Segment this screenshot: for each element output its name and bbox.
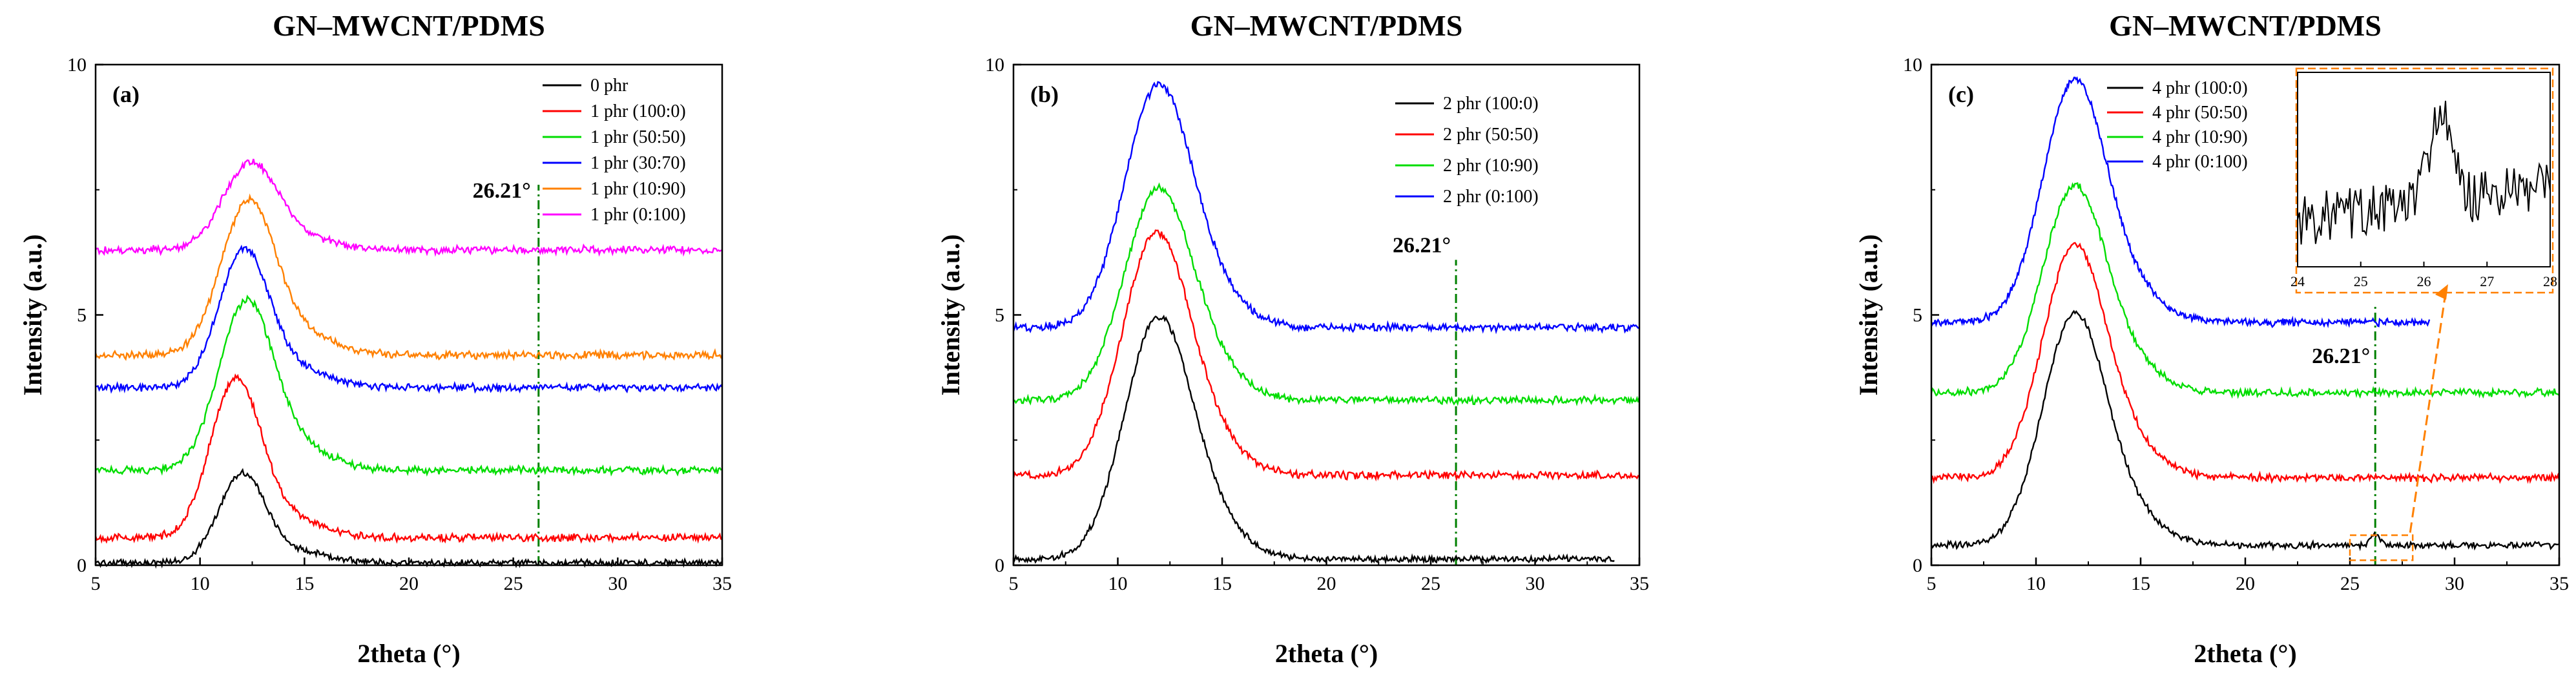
x-tick-label: 5 — [91, 573, 101, 594]
chart-title: GN–MWCNT/PDMS — [2109, 9, 2382, 42]
series-line — [1930, 76, 2431, 329]
y-axis-label: Intensity (a.u.) — [18, 234, 47, 395]
series-line — [94, 373, 723, 544]
x-tick-label: 30 — [608, 573, 627, 594]
x-tick-label: 5 — [1927, 573, 1937, 594]
legend-label: 4 phr (50:50) — [2152, 103, 2248, 123]
series-line — [1930, 309, 2560, 552]
inset-frame — [2297, 72, 2551, 267]
series-line — [95, 244, 723, 395]
inset-series-line — [2297, 100, 2551, 245]
legend-label: 2 phr (10:90) — [1443, 156, 1539, 176]
series-line — [1930, 182, 2560, 399]
panel-label: (b) — [1030, 81, 1059, 107]
series-line — [95, 158, 723, 257]
annotation-label: 26.21° — [1393, 233, 1451, 257]
legend-label: 1 phr (100:0) — [590, 101, 686, 121]
y-tick-label: 10 — [67, 54, 87, 76]
x-tick-label: 20 — [1317, 573, 1336, 594]
y-tick-label: 0 — [1913, 555, 1922, 576]
series-line — [1013, 182, 1641, 406]
y-tick-label: 5 — [995, 305, 1004, 326]
y-axis-label: Intensity (a.u.) — [936, 234, 965, 395]
series-line — [1012, 314, 1615, 565]
zoom-arrowhead — [2435, 284, 2448, 300]
x-tick-label: 35 — [712, 573, 732, 594]
zoom-arrow — [2409, 293, 2447, 533]
plot-frame — [1012, 63, 1641, 567]
series-line — [1012, 81, 1640, 335]
legend-label: 1 phr (50:50) — [590, 127, 686, 147]
series-line — [1930, 242, 2560, 484]
series-line — [94, 193, 723, 362]
x-tick-label: 35 — [2550, 573, 2569, 594]
x-tick-label: 10 — [1108, 573, 1128, 594]
x-tick-label: 25 — [504, 573, 523, 594]
series-line — [95, 468, 723, 569]
x-tick-label: 15 — [295, 573, 314, 594]
series-line — [1012, 229, 1640, 482]
y-tick-label: 0 — [995, 555, 1004, 576]
x-tick-label: 10 — [191, 573, 210, 594]
inset-x-tick-label: 24 — [2290, 273, 2305, 289]
x-tick-label: 35 — [1630, 573, 1649, 594]
x-tick-label: 20 — [2236, 573, 2255, 594]
inset-x-tick-label: 28 — [2543, 273, 2557, 289]
legend-label: 2 phr (50:50) — [1443, 125, 1539, 145]
x-axis-label: 2theta (°) — [1275, 639, 1378, 668]
legend-label: 0 phr — [590, 76, 628, 96]
legend-label: 2 phr (100:0) — [1443, 94, 1539, 114]
legend-label: 1 phr (30:70) — [590, 153, 686, 173]
x-tick-label: 20 — [399, 573, 419, 594]
x-tick-label: 10 — [2026, 573, 2046, 594]
x-tick-label: 25 — [2340, 573, 2360, 594]
x-axis-label: 2theta (°) — [2194, 639, 2296, 668]
x-axis-label: 2theta (°) — [357, 639, 460, 668]
legend-label: 4 phr (100:0) — [2152, 78, 2248, 98]
series-line — [95, 294, 723, 477]
inset-x-tick-label: 27 — [2480, 273, 2494, 289]
y-tick-label: 0 — [77, 555, 87, 576]
inset: 24 25 26 27 28 — [2290, 67, 2557, 294]
legend-label: 1 phr (0:100) — [590, 205, 686, 225]
annotation-label: 26.21° — [473, 179, 531, 203]
x-tick-label: 5 — [1009, 573, 1019, 594]
chart-title: GN–MWCNT/PDMS — [1190, 9, 1463, 42]
inset-x-tick-label: 26 — [2417, 273, 2431, 289]
x-tick-label: 15 — [2131, 573, 2150, 594]
y-tick-label: 5 — [1913, 305, 1922, 326]
panel-label: (c) — [1948, 81, 1974, 107]
x-tick-label: 15 — [1212, 573, 1232, 594]
legend-label: 2 phr (0:100) — [1443, 187, 1539, 207]
x-tick-label: 30 — [1526, 573, 1545, 594]
legend-label: 4 phr (10:90) — [2152, 127, 2248, 147]
chart-title: GN–MWCNT/PDMS — [273, 9, 545, 42]
y-tick-label: 10 — [985, 54, 1004, 76]
x-tick-label: 25 — [1421, 573, 1440, 594]
y-tick-label: 5 — [77, 305, 87, 326]
inset-x-tick-label: 25 — [2354, 273, 2368, 289]
legend-label: 4 phr (0:100) — [2152, 152, 2248, 172]
annotation-label: 26.21° — [2312, 344, 2370, 368]
legend-label: 1 phr (10:90) — [590, 179, 686, 199]
y-axis-label: Intensity (a.u.) — [1854, 234, 1883, 395]
y-tick-label: 10 — [1903, 54, 1922, 76]
x-tick-label: 30 — [2445, 573, 2464, 594]
panel-label: (a) — [112, 81, 140, 107]
zoom-box — [2349, 534, 2414, 561]
